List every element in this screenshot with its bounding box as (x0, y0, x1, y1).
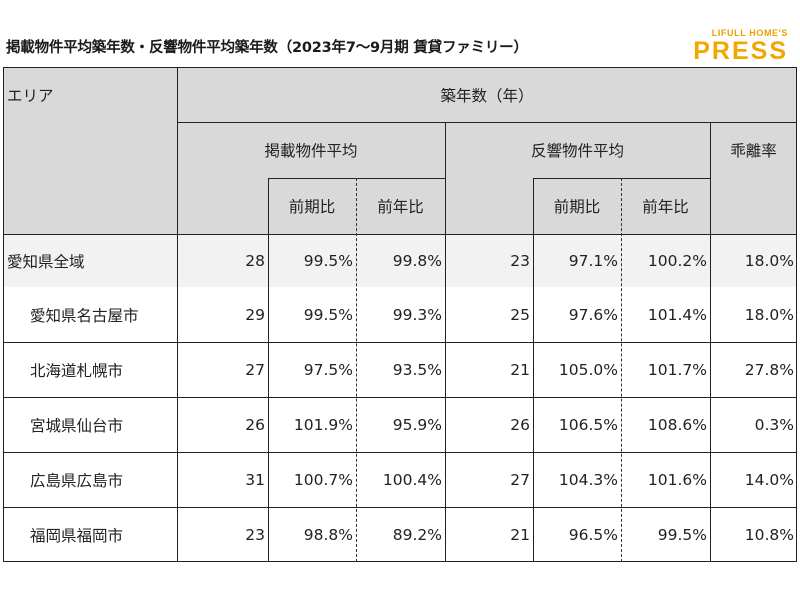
cell-inquired-qoq: 96.5% (568, 525, 618, 544)
area-header-cell: エリア (3, 67, 177, 234)
cell-inquired-qoq: 97.1% (568, 251, 618, 270)
cell-inquired: 26 (510, 415, 530, 434)
listed-yoy-header: 前年比 (356, 178, 445, 234)
page-title: 掲載物件平均築年数・反響物件平均築年数（2023年7～9月期 賃貸ファミリー） (6, 40, 528, 56)
line (3, 452, 797, 453)
listed-qoq-header: 前期比 (268, 178, 356, 234)
cell-listed: 26 (245, 415, 265, 434)
line (177, 67, 178, 562)
line (3, 507, 797, 508)
cell-deviation: 14.0% (744, 470, 794, 489)
row-area-label: 宮城県仙台市 (30, 416, 124, 435)
row-area-label: 愛知県全域 (7, 252, 85, 271)
cell-listed-yoy: 99.3% (392, 305, 442, 324)
data-table: エリア 築年数（年） 掲載物件平均 反響物件平均 乖離率 前期比 前年比 前期比… (3, 67, 797, 562)
cell-inquired-yoy: 99.5% (657, 525, 707, 544)
cell-listed-yoy: 89.2% (392, 525, 442, 544)
line (356, 178, 357, 562)
cell-listed-qoq: 101.9% (293, 415, 353, 434)
row-area-label: 福岡県福岡市 (30, 526, 124, 545)
cell-listed: 27 (245, 360, 265, 379)
cell-inquired-yoy: 101.6% (647, 470, 707, 489)
cell-listed-yoy: 93.5% (392, 360, 442, 379)
cell-inquired-yoy: 100.2% (647, 251, 707, 270)
cell-listed-yoy: 95.9% (392, 415, 442, 434)
cell-listed: 23 (245, 525, 265, 544)
cell-listed-qoq: 98.8% (303, 525, 353, 544)
line (3, 342, 797, 343)
cell-listed-qoq: 100.7% (293, 470, 353, 489)
cell-listed: 28 (245, 251, 265, 270)
cell-deviation: 27.8% (744, 360, 794, 379)
press-logo: LIFULL HOME'S PRESS (688, 28, 788, 66)
cell-inquired-qoq: 105.0% (558, 360, 618, 379)
listed-header: 掲載物件平均 (177, 122, 445, 178)
line (710, 122, 711, 562)
listed-value-header (177, 178, 268, 234)
inquired-value-header (445, 178, 533, 234)
line (445, 122, 446, 562)
line (621, 178, 622, 562)
cell-deviation: 10.8% (744, 525, 794, 544)
cell-listed: 31 (245, 470, 265, 489)
cell-inquired-qoq: 104.3% (558, 470, 618, 489)
logo-main-text: PRESS (693, 37, 788, 65)
deviation-header: 乖離率 (730, 142, 777, 160)
cell-inquired-yoy: 108.6% (647, 415, 707, 434)
line (177, 122, 797, 123)
inquired-qoq-header: 前期比 (533, 178, 621, 234)
cell-listed-yoy: 100.4% (382, 470, 442, 489)
cell-inquired: 21 (510, 360, 530, 379)
cell-listed-yoy: 99.8% (392, 251, 442, 270)
row-area-label: 北海道札幌市 (30, 361, 124, 380)
cell-inquired-yoy: 101.4% (647, 305, 707, 324)
cell-listed: 29 (245, 305, 265, 324)
row-area-label: 愛知県名古屋市 (30, 306, 139, 325)
cell-deviation: 18.0% (744, 305, 794, 324)
inquired-yoy-header: 前年比 (621, 178, 710, 234)
cell-deviation: 0.3% (754, 415, 794, 434)
table-border (3, 67, 797, 562)
logo-top-text: LIFULL HOME'S (711, 28, 788, 38)
row-area-label: 広島県広島市 (30, 471, 124, 490)
line (268, 178, 269, 562)
inquired-header: 反響物件平均 (445, 122, 710, 178)
cell-inquired: 21 (510, 525, 530, 544)
cell-inquired: 27 (510, 470, 530, 489)
cell-inquired-qoq: 106.5% (558, 415, 618, 434)
area-header: エリア (7, 87, 54, 105)
deviation-header-cell: 乖離率 (710, 122, 797, 234)
line (533, 178, 534, 562)
first-row-bg (3, 234, 797, 287)
cell-inquired: 25 (510, 305, 530, 324)
line (3, 397, 797, 398)
line (3, 234, 797, 235)
cell-inquired: 23 (510, 251, 530, 270)
cell-inquired-qoq: 97.6% (568, 305, 618, 324)
cell-listed-qoq: 99.5% (303, 251, 353, 270)
cell-inquired-yoy: 101.7% (647, 360, 707, 379)
group-header: 築年数（年） (177, 67, 797, 122)
cell-listed-qoq: 97.5% (303, 360, 353, 379)
cell-listed-qoq: 99.5% (303, 305, 353, 324)
cell-deviation: 18.0% (744, 251, 794, 270)
